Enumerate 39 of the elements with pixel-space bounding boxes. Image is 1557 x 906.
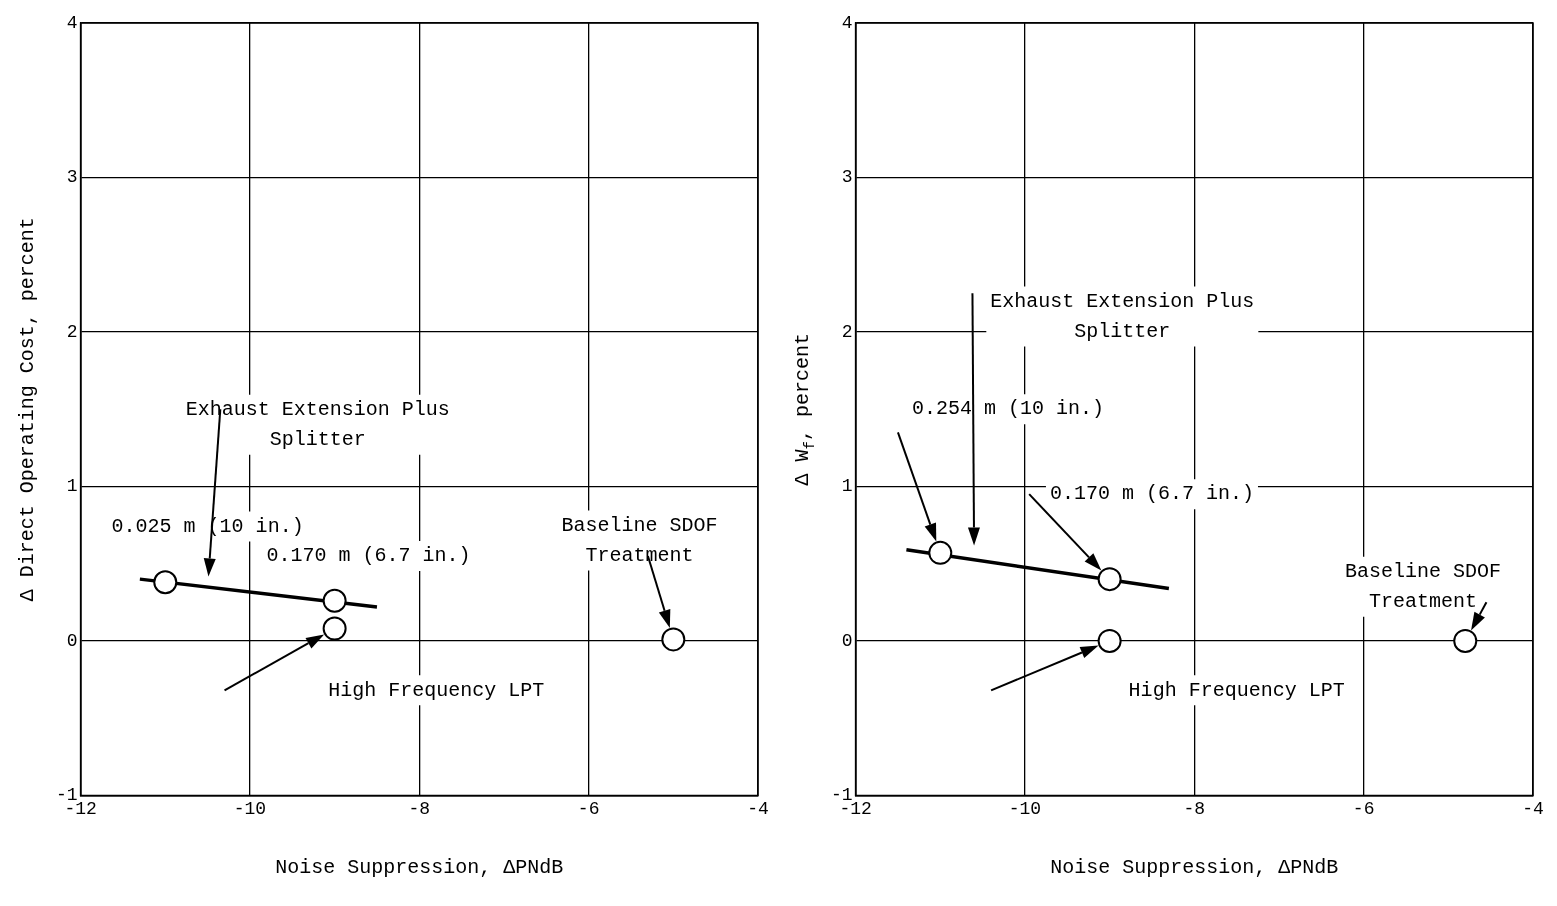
point — [322, 588, 347, 613]
annotation: 0.170 m (6.7 in.) — [266, 544, 471, 568]
y-tick-label: 2 — [66, 321, 78, 342]
annotation: Baseline SDOF Treatment — [1344, 560, 1501, 614]
x-axis-title: Noise Suppression, ΔPNdB — [1050, 855, 1339, 879]
x-tick-label: -6 — [577, 798, 600, 819]
y-tick-label: 2 — [841, 321, 853, 342]
point — [322, 616, 347, 641]
y-tick-label: 3 — [66, 167, 78, 188]
y-tick-label: 0 — [841, 630, 853, 651]
annotation: High Frequency LPT — [328, 678, 545, 702]
y-tick-label: 4 — [841, 12, 853, 33]
x-tick-label: -10 — [233, 798, 267, 819]
point — [1453, 628, 1478, 653]
point — [1097, 628, 1122, 653]
y-axis-title: Δ Wf, percent — [791, 332, 818, 486]
y-axis-title: Δ Direct Operating Cost, percent — [16, 217, 40, 602]
point — [1097, 567, 1122, 592]
y-tick-label: 1 — [66, 476, 78, 497]
y-tick-label: 1 — [841, 476, 853, 497]
x-tick-label: -6 — [1352, 798, 1375, 819]
x-tick-label: -10 — [1008, 798, 1042, 819]
annotation: Exhaust Extension Plus Splitter — [185, 397, 450, 451]
annotation: High Frequency LPT — [1128, 678, 1345, 702]
point — [928, 540, 953, 565]
annotation: 0.170 m (6.7 in.) — [1049, 482, 1254, 506]
x-tick-label: -8 — [1183, 798, 1206, 819]
y-tick-label: 0 — [66, 630, 78, 651]
x-tick-label: -4 — [1522, 798, 1544, 819]
y-tick-label: 4 — [66, 12, 78, 33]
point — [153, 570, 178, 595]
annotation: Exhaust Extension Plus Splitter — [990, 289, 1255, 343]
annotation: 0.254 m (10 in.) — [912, 397, 1105, 421]
point — [661, 627, 686, 652]
x-tick-label: -4 — [747, 798, 769, 819]
annotation: Baseline SDOF Treatment — [561, 513, 718, 567]
y-tick-label: 3 — [841, 167, 853, 188]
x-tick-label: -8 — [408, 798, 431, 819]
x-axis-title: Noise Suppression, ΔPNdB — [275, 855, 564, 879]
